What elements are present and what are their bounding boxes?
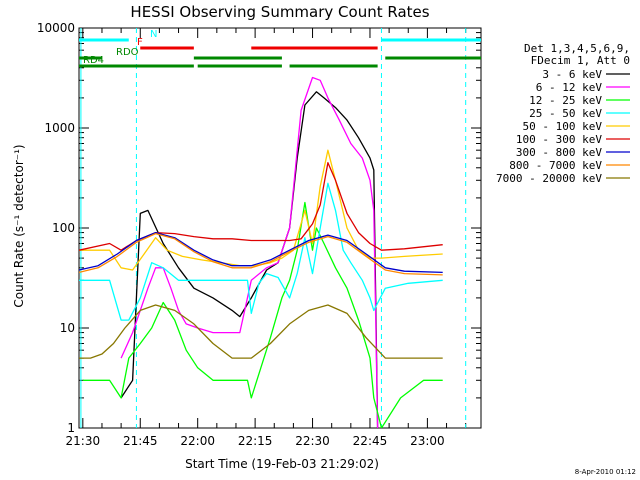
series-line-8 <box>79 304 443 359</box>
series-line-0 <box>120 91 379 428</box>
timestamp-stamp: 8-Apr-2010 01:12 <box>575 468 636 476</box>
x-tick-label: 21:45 <box>123 434 158 448</box>
legend-header-line1: Det 1,3,4,5,6,9, <box>524 42 630 55</box>
plot-area: 1 10 100 1000 10000 21:30 21:45 22:00 22:15 22:30… <box>37 21 482 448</box>
y-tick-label: 1 <box>67 421 75 435</box>
legend-entry-label: 300 - 800 keV <box>516 146 602 159</box>
legend-entry-label: 12 - 25 keV <box>529 94 602 107</box>
x-tick-label: 22:00 <box>180 434 215 448</box>
x-axis-label: Start Time (19-Feb-03 21:29:02) <box>185 457 379 471</box>
x-tick-label: 22:30 <box>295 434 330 448</box>
flag-bar-label: N <box>150 29 157 40</box>
legend-entry-label: 100 - 300 keV <box>516 133 602 146</box>
legend-entry-label: 7000 - 20000 keV <box>496 172 602 185</box>
legend-entry-label: 3 - 6 keV <box>542 68 602 81</box>
legend-header-line2: FDecim 1, Att 0 <box>531 54 630 67</box>
series-line-3 <box>79 182 443 321</box>
legend-entry-label: 800 - 7000 keV <box>509 159 602 172</box>
x-tick-label: 21:30 <box>66 434 101 448</box>
flag-bar-label: F <box>137 37 143 48</box>
x-tick-label: 22:45 <box>353 434 388 448</box>
y-tick-label: 10 <box>60 321 75 335</box>
series-line-2 <box>82 201 443 428</box>
y-tick-label: 100 <box>52 221 75 235</box>
x-tick-label: 22:15 <box>238 434 273 448</box>
plot-content <box>79 28 467 428</box>
chart-title: HESSI Observing Summary Count Rates <box>130 3 429 21</box>
y-axis-label: Count Rate (s⁻¹ detector⁻¹) <box>12 144 26 307</box>
series-line-4 <box>79 149 443 271</box>
flag-bar-label: RDO <box>116 47 139 58</box>
flag-bar-label: RD4 <box>83 55 104 66</box>
series-line-1 <box>120 76 379 428</box>
legend-entry-label: 6 - 12 keV <box>536 81 603 94</box>
legend-entry-label: 25 - 50 keV <box>529 107 602 120</box>
y-tick-label: 1000 <box>44 121 75 135</box>
series-line-6 <box>79 231 443 274</box>
legend-entry-label: 50 - 100 keV <box>523 120 603 133</box>
series-line-5 <box>79 162 443 251</box>
y-tick-label: 10000 <box>37 21 75 35</box>
series-line-7 <box>79 232 443 276</box>
x-tick-label: 23:00 <box>410 434 445 448</box>
